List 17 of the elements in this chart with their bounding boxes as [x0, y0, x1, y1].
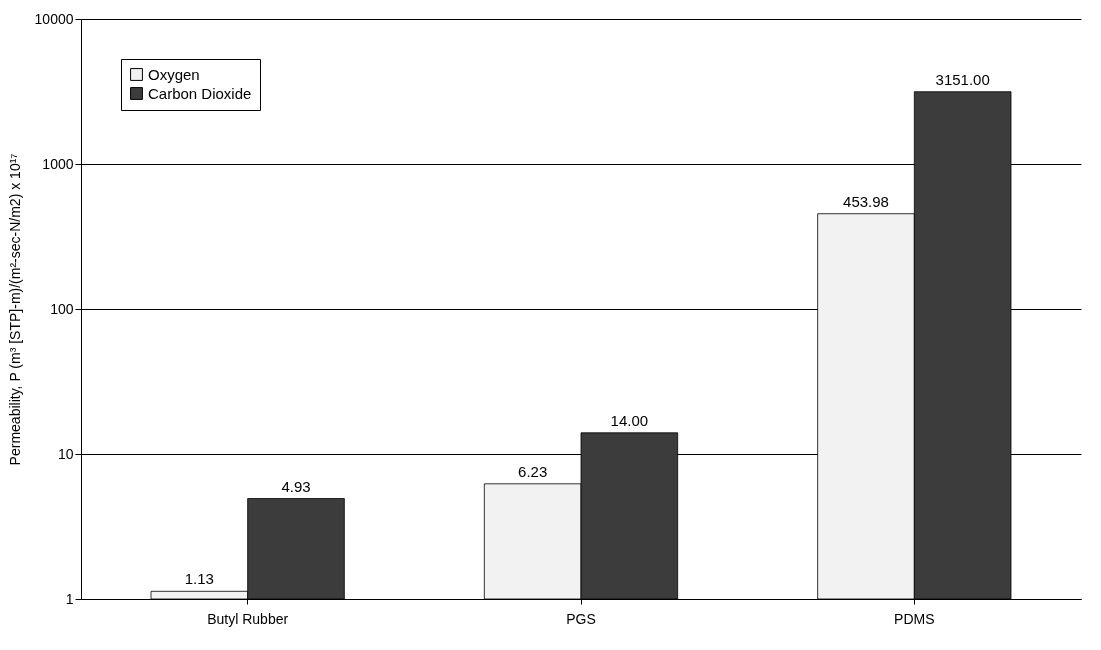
y-axis-title: Permeability, P (m³ [STP]-m)/(m²-sec-N/m2) x 10¹⁷: [6, 153, 23, 466]
data-label: 453.98: [843, 192, 889, 210]
data-label: 4.93: [281, 477, 311, 495]
y-tick-label: 10000: [34, 10, 74, 27]
x-tick-label: PGS: [566, 610, 596, 627]
legend-label: Carbon Dioxide: [148, 84, 252, 102]
legend-label: Oxygen: [148, 65, 200, 83]
data-label: 14.00: [610, 411, 649, 429]
x-tick-label: PDMS: [894, 610, 935, 627]
y-tick-label: 100: [50, 300, 74, 317]
y-tick-label: 1: [65, 590, 74, 607]
data-label: 3151.00: [935, 70, 990, 88]
x-tick-label: Butyl Rubber: [207, 610, 289, 627]
data-label: 1.13: [184, 570, 214, 588]
data-label: 6.23: [518, 462, 548, 480]
y-tick-label: 1000: [42, 155, 74, 172]
y-tick-label: 10: [57, 445, 74, 462]
